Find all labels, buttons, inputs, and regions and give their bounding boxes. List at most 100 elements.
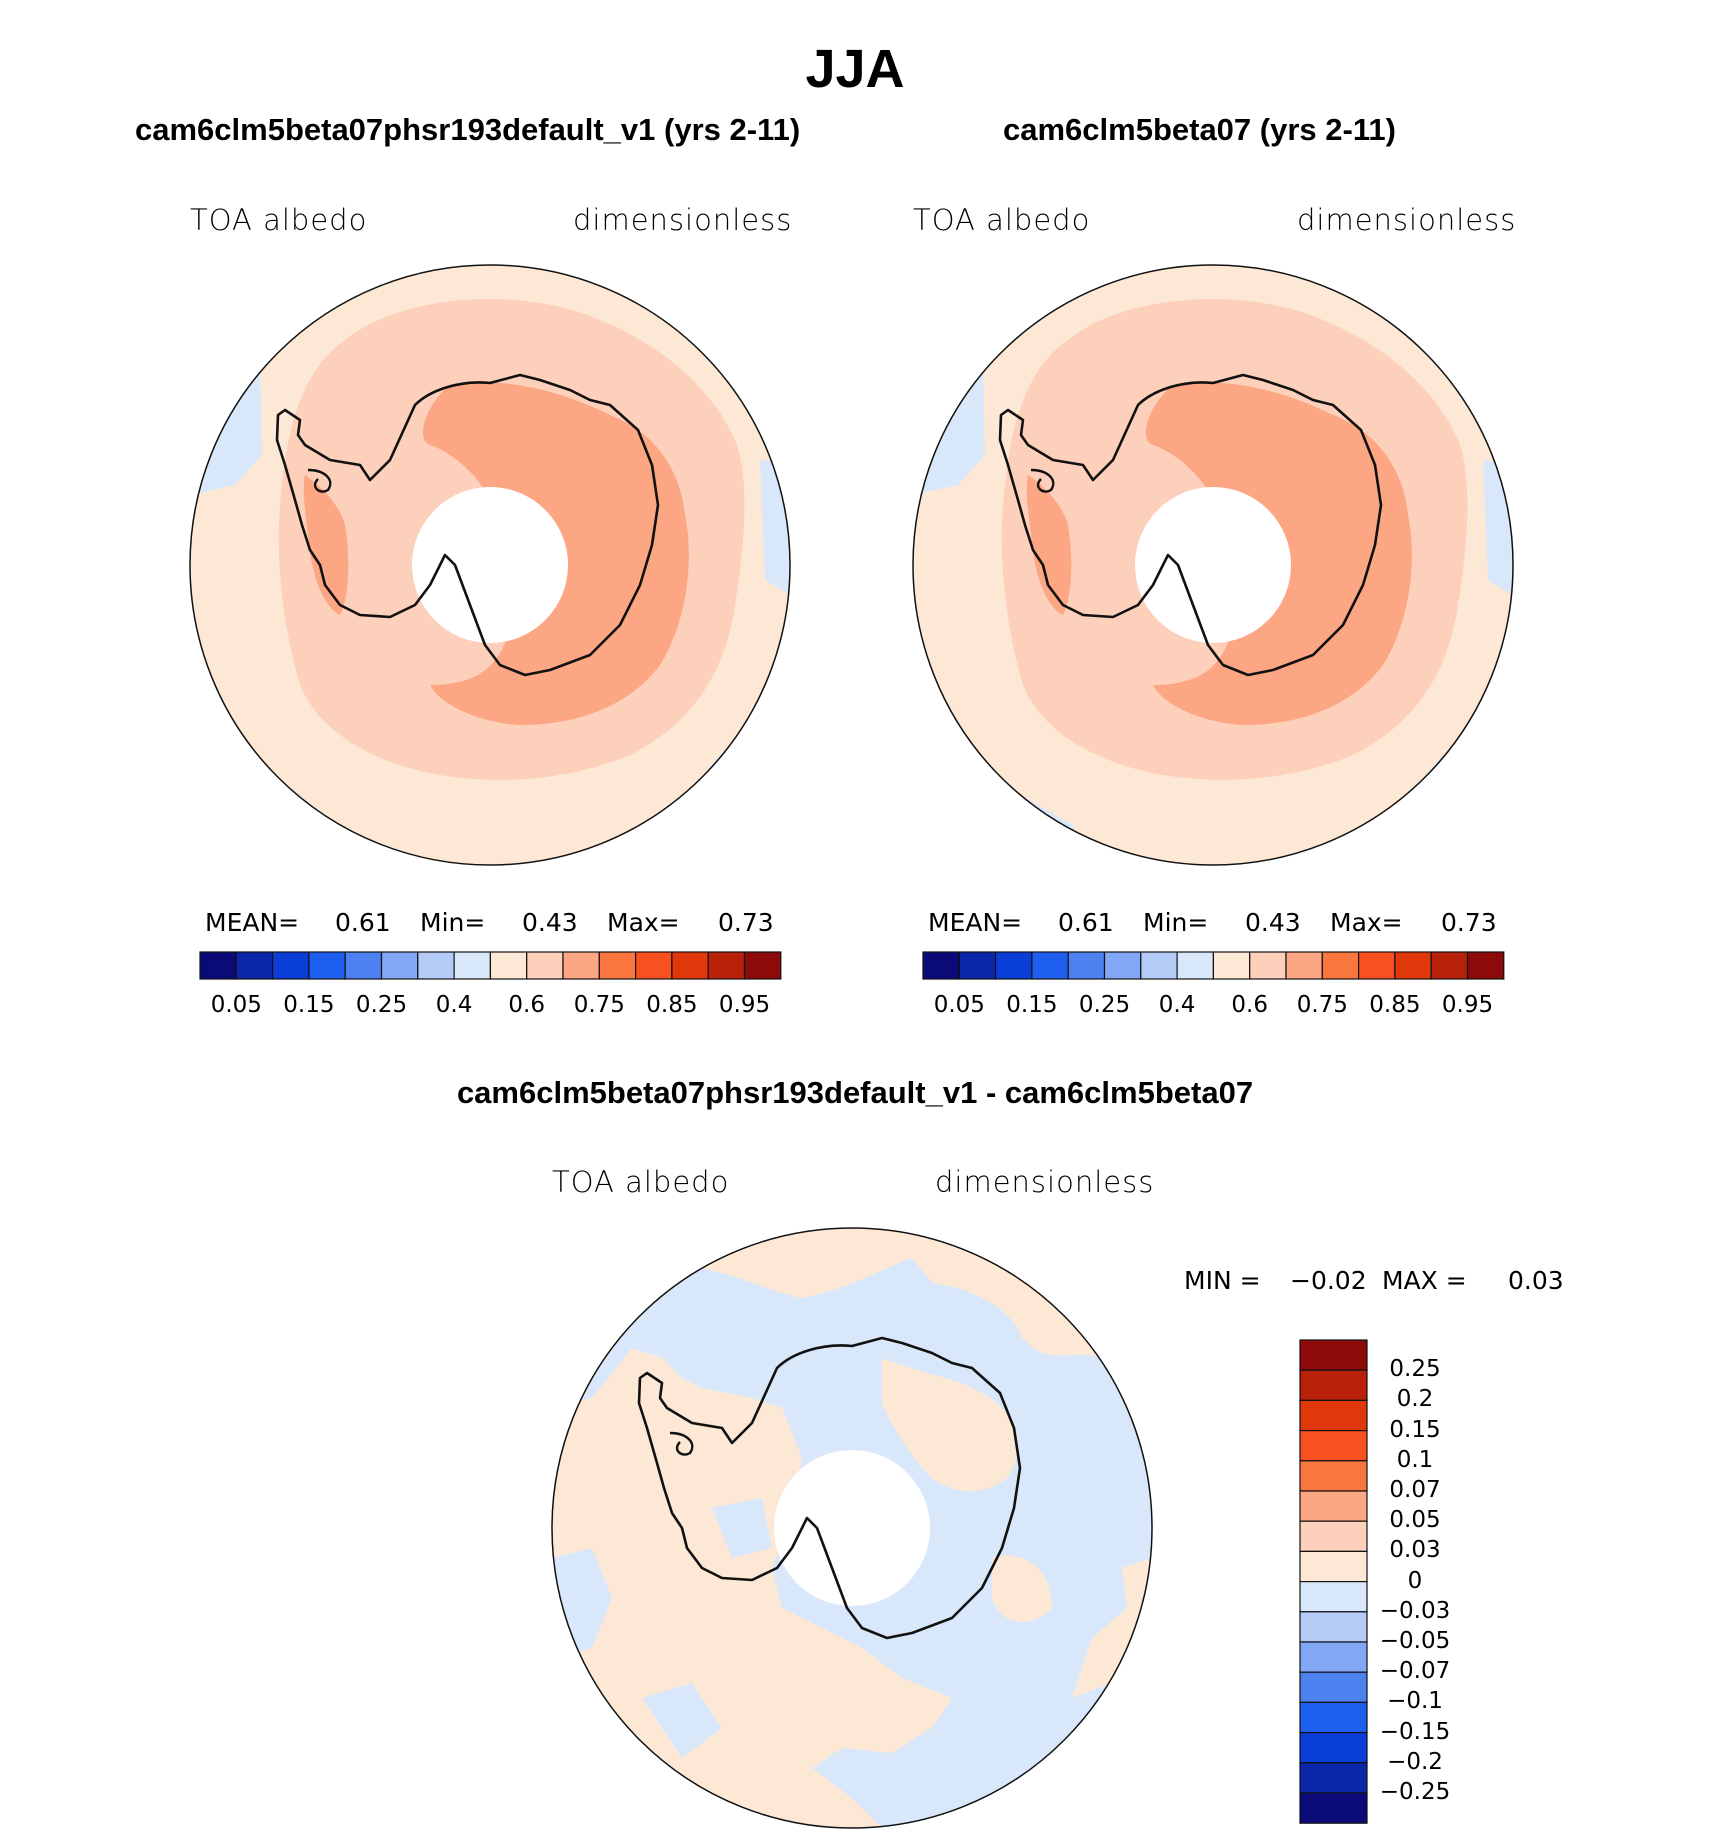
colorbar-tick-label: 0.6: [1231, 992, 1268, 1018]
colorbar-swatch: [1299, 1701, 1368, 1734]
colorbar-swatch: [1176, 951, 1215, 980]
diff-max-label: MAX =: [1382, 1266, 1467, 1295]
colorbar-swatch: [380, 951, 419, 980]
diff-coastline: [637, 1336, 1022, 1640]
colorbar-swatch: [489, 951, 528, 980]
colorbar-tick-label: 0.15: [1389, 1416, 1441, 1443]
colorbar-swatch: [1299, 1550, 1368, 1583]
colorbar-tick-label: 0.4: [435, 992, 473, 1018]
colorbar-swatch: [1358, 951, 1396, 980]
colorbar-tick-label: −0.07: [1379, 1658, 1451, 1685]
colorbar-swatch: [743, 951, 782, 980]
colorbar-tick-label: −0.03: [1379, 1597, 1451, 1624]
figure-title: JJA: [805, 39, 905, 99]
colorbar-swatch: [1394, 951, 1432, 980]
colorbar-swatch: [1299, 1732, 1368, 1764]
left-coastline-detail: [307, 468, 332, 493]
colorbar-swatch: [1299, 1581, 1368, 1613]
left-coastline: [275, 373, 660, 677]
colorbar-swatch: [1299, 1460, 1368, 1492]
colorbar-swatch: [1321, 951, 1360, 980]
colorbar-tick-label: 0.05: [933, 992, 985, 1018]
colorbar-swatch: [635, 951, 673, 980]
left-mean-value: 0.61: [335, 908, 391, 937]
colorbar-tick-label: 0.2: [1396, 1386, 1434, 1413]
colorbar-swatch: [958, 951, 997, 980]
right-panel-title: cam6clm5beta07 (yrs 2-11): [1003, 112, 1396, 147]
colorbar-swatch: [1299, 1429, 1368, 1462]
colorbar-swatch: [417, 951, 455, 980]
diff-pole-hole: [774, 1450, 930, 1606]
left-min-label: Min=: [420, 908, 486, 937]
right-variable-label: TOA albedo: [913, 203, 1091, 237]
diff-positive-region: [882, 1358, 1018, 1492]
diff-negative-region: [642, 1683, 722, 1758]
colorbar-tick-label: 0.85: [1369, 992, 1421, 1018]
colorbar-tick-label: 0.15: [283, 992, 335, 1018]
colorbar-swatch: [994, 951, 1033, 980]
colorbar-tick-label: 0: [1407, 1567, 1423, 1594]
colorbar-swatch: [1140, 951, 1178, 980]
diff-panel-title: cam6clm5beta07phsr193default_v1 - cam6cl…: [456, 1075, 1254, 1110]
colorbar-tick-label: 0.25: [355, 992, 408, 1018]
right-mean-label: MEAN=: [928, 908, 1023, 937]
left-pole-hole: [412, 487, 568, 643]
colorbar-tick-label: 0.95: [718, 992, 771, 1018]
right-max-value: 0.73: [1441, 908, 1497, 937]
right-pole-hole: [1135, 487, 1291, 643]
diff-map: [551, 1227, 1153, 1829]
colorbar-swatch: [1103, 951, 1142, 980]
colorbar-tick-label: −0.15: [1379, 1718, 1451, 1745]
right-units-label: dimensionless: [1297, 203, 1517, 237]
diff-colorbar: [1299, 1339, 1368, 1824]
colorbar-swatch: [671, 951, 709, 980]
colorbar-swatch: [1299, 1671, 1368, 1704]
colorbar-tick-label: 0.15: [1006, 992, 1058, 1018]
colorbar-swatch: [1299, 1611, 1368, 1643]
colorbar-tick-label: 0.1: [1396, 1446, 1434, 1473]
colorbar-tick-label: 0.03: [1389, 1537, 1441, 1564]
left-min-value: 0.43: [522, 908, 578, 937]
diff-variable-label: TOA albedo: [552, 1165, 730, 1199]
colorbar-tick-label: 0.6: [508, 992, 545, 1018]
colorbar-tick-label: 0.4: [1158, 992, 1196, 1018]
colorbar-tick-label: 0.95: [1441, 992, 1494, 1018]
colorbar-swatch: [1249, 951, 1287, 980]
colorbar-swatch: [598, 951, 637, 980]
right-map: [912, 264, 1514, 866]
diff-max-value: 0.03: [1508, 1266, 1564, 1295]
colorbar-tick-label: −0.25: [1379, 1779, 1451, 1805]
colorbar-swatch: [235, 951, 274, 980]
colorbar-swatch: [1299, 1369, 1368, 1402]
diff-units-label: dimensionless: [935, 1165, 1155, 1199]
diff-negative-region: [712, 1498, 772, 1558]
colorbar-tick-label: 0.25: [1078, 992, 1131, 1018]
colorbar-tick-label: 0.25: [1389, 1356, 1441, 1383]
right-mean-value: 0.61: [1058, 908, 1114, 937]
colorbar-swatch: [562, 951, 600, 980]
left-map: [189, 264, 791, 866]
right-min-label: Min=: [1143, 908, 1209, 937]
colorbar-tick-label: 0.05: [1389, 1507, 1441, 1534]
right-coastline-detail: [1030, 468, 1055, 493]
left-variable-label: TOA albedo: [190, 203, 368, 237]
colorbar-tick-label: 0.75: [573, 992, 625, 1018]
colorbar-tick-label: −0.2: [1387, 1748, 1443, 1775]
colorbar-swatch: [1466, 951, 1505, 980]
colorbar-swatch: [1285, 951, 1323, 980]
left-colorbar: [199, 951, 782, 980]
colorbar-swatch: [707, 951, 746, 980]
colorbar-swatch: [1299, 1520, 1368, 1552]
colorbar-swatch: [344, 951, 383, 980]
left-max-value: 0.73: [718, 908, 774, 937]
colorbar-swatch: [453, 951, 492, 980]
left-panel-title: cam6clm5beta07phsr193default_v1 (yrs 2-1…: [135, 112, 801, 147]
left-map-boundary: [189, 264, 791, 866]
right-map-boundary: [912, 264, 1514, 866]
right-colorbar: [922, 951, 1505, 980]
diff-map-boundary: [551, 1227, 1153, 1829]
colorbar-swatch: [1031, 951, 1069, 980]
colorbar-swatch: [271, 951, 310, 980]
colorbar-swatch: [1299, 1762, 1368, 1794]
colorbar-swatch: [308, 951, 346, 980]
